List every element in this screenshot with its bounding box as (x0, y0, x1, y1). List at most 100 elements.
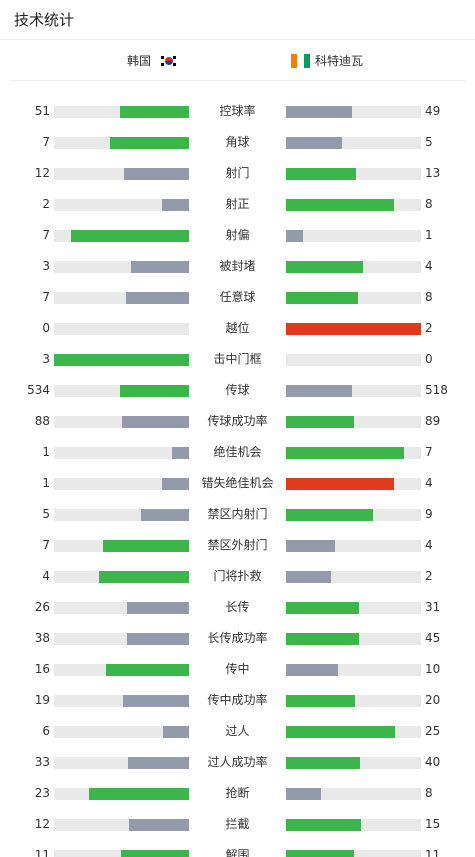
home-team-name: 韩国 (126, 54, 151, 68)
away-value: 2 (425, 569, 433, 583)
away-bar-fill (286, 850, 354, 857)
stat-row: 3 击中门框 0 (0, 344, 475, 375)
stat-label: 门将扑救 (213, 569, 262, 583)
away-bar (286, 850, 421, 857)
home-bar (54, 199, 189, 211)
home-bar (54, 633, 189, 645)
stat-label: 拦截 (225, 817, 250, 831)
away-value: 11 (425, 848, 441, 857)
away-bar-fill (286, 633, 359, 645)
home-value: 38 (34, 631, 50, 645)
away-bar (286, 695, 421, 707)
stat-row: 33 过人成功率 40 (0, 747, 475, 778)
stat-row: 26 长传 31 (0, 592, 475, 623)
away-value: 4 (425, 259, 433, 273)
home-value: 1 (42, 476, 50, 490)
home-bar (54, 819, 189, 831)
ivory-coast-flag-icon (291, 53, 310, 68)
stat-row: 534 传球 518 (0, 375, 475, 406)
away-value: 15 (425, 817, 441, 831)
home-bar-fill (162, 478, 189, 490)
home-bar (54, 540, 189, 552)
away-bar-fill (286, 757, 360, 769)
away-bar (286, 292, 421, 304)
home-value: 23 (34, 786, 50, 800)
home-bar-fill (110, 137, 189, 149)
home-bar (54, 447, 189, 459)
home-value: 16 (34, 662, 50, 676)
stat-label: 过人成功率 (207, 755, 268, 769)
stat-label: 解围 (225, 848, 250, 857)
home-bar-fill (127, 633, 189, 645)
home-bar-fill (121, 850, 189, 857)
away-bar-fill (286, 168, 356, 180)
away-bar (286, 385, 421, 397)
stat-label: 绝佳机会 (213, 445, 262, 459)
home-bar-fill (106, 664, 189, 676)
home-value: 33 (34, 755, 50, 769)
home-bar (54, 354, 189, 366)
home-value: 11 (34, 848, 50, 857)
away-bar (286, 509, 421, 521)
stat-row: 7 角球 5 (0, 127, 475, 158)
stat-label: 传中 (225, 662, 250, 676)
stat-row: 23 抢断 8 (0, 778, 475, 809)
stat-label: 任意球 (219, 290, 256, 304)
home-value: 7 (42, 538, 50, 552)
stat-label: 控球率 (219, 104, 256, 118)
away-team: 科特迪瓦 (291, 40, 363, 81)
away-bar-fill (286, 385, 352, 397)
home-value: 19 (34, 693, 50, 707)
away-bar-fill (286, 602, 359, 614)
away-bar (286, 323, 421, 335)
stat-row: 7 禁区外射门 4 (0, 530, 475, 561)
away-bar-fill (286, 447, 404, 459)
stat-row: 4 门将扑救 2 (0, 561, 475, 592)
home-value: 88 (34, 414, 50, 428)
home-value: 5 (42, 507, 50, 521)
home-bar-fill (120, 385, 189, 397)
home-value: 1 (42, 445, 50, 459)
away-value: 40 (425, 755, 441, 769)
away-bar (286, 757, 421, 769)
away-bar-fill (286, 571, 331, 583)
away-bar (286, 633, 421, 645)
away-bar-fill (286, 137, 342, 149)
stat-label: 传球成功率 (207, 414, 268, 428)
stat-label: 被封堵 (219, 259, 256, 273)
away-bar (286, 478, 421, 490)
stat-row: 1 绝佳机会 7 (0, 437, 475, 468)
home-bar-fill (124, 168, 189, 180)
home-bar-fill (141, 509, 189, 521)
home-bar-fill (103, 540, 189, 552)
home-bar (54, 106, 189, 118)
away-bar-fill (286, 788, 321, 800)
away-bar-fill (286, 292, 358, 304)
home-bar-fill (162, 199, 189, 211)
home-bar (54, 416, 189, 428)
home-bar (54, 323, 189, 335)
away-value: 8 (425, 290, 433, 304)
away-bar-fill (286, 726, 395, 738)
home-bar (54, 695, 189, 707)
stat-label: 过人 (225, 724, 250, 738)
away-bar (286, 106, 421, 118)
away-value: 1 (425, 228, 433, 242)
teams-row: 韩国 科特迪瓦 (10, 40, 465, 81)
stat-label: 长传成功率 (207, 631, 268, 645)
stat-row: 12 射门 13 (0, 158, 475, 189)
away-bar (286, 168, 421, 180)
away-value: 20 (425, 693, 441, 707)
away-value: 0 (425, 352, 433, 366)
away-bar-fill (286, 416, 354, 428)
away-value: 31 (425, 600, 441, 614)
stat-row: 6 过人 25 (0, 716, 475, 747)
home-value: 12 (34, 817, 50, 831)
away-bar-fill (286, 540, 335, 552)
home-bar (54, 478, 189, 490)
home-bar (54, 850, 189, 857)
home-team: 韩国 (127, 40, 178, 81)
away-value: 2 (425, 321, 433, 335)
stat-row: 11 解围 11 (0, 840, 475, 857)
stat-label: 抢断 (225, 786, 250, 800)
